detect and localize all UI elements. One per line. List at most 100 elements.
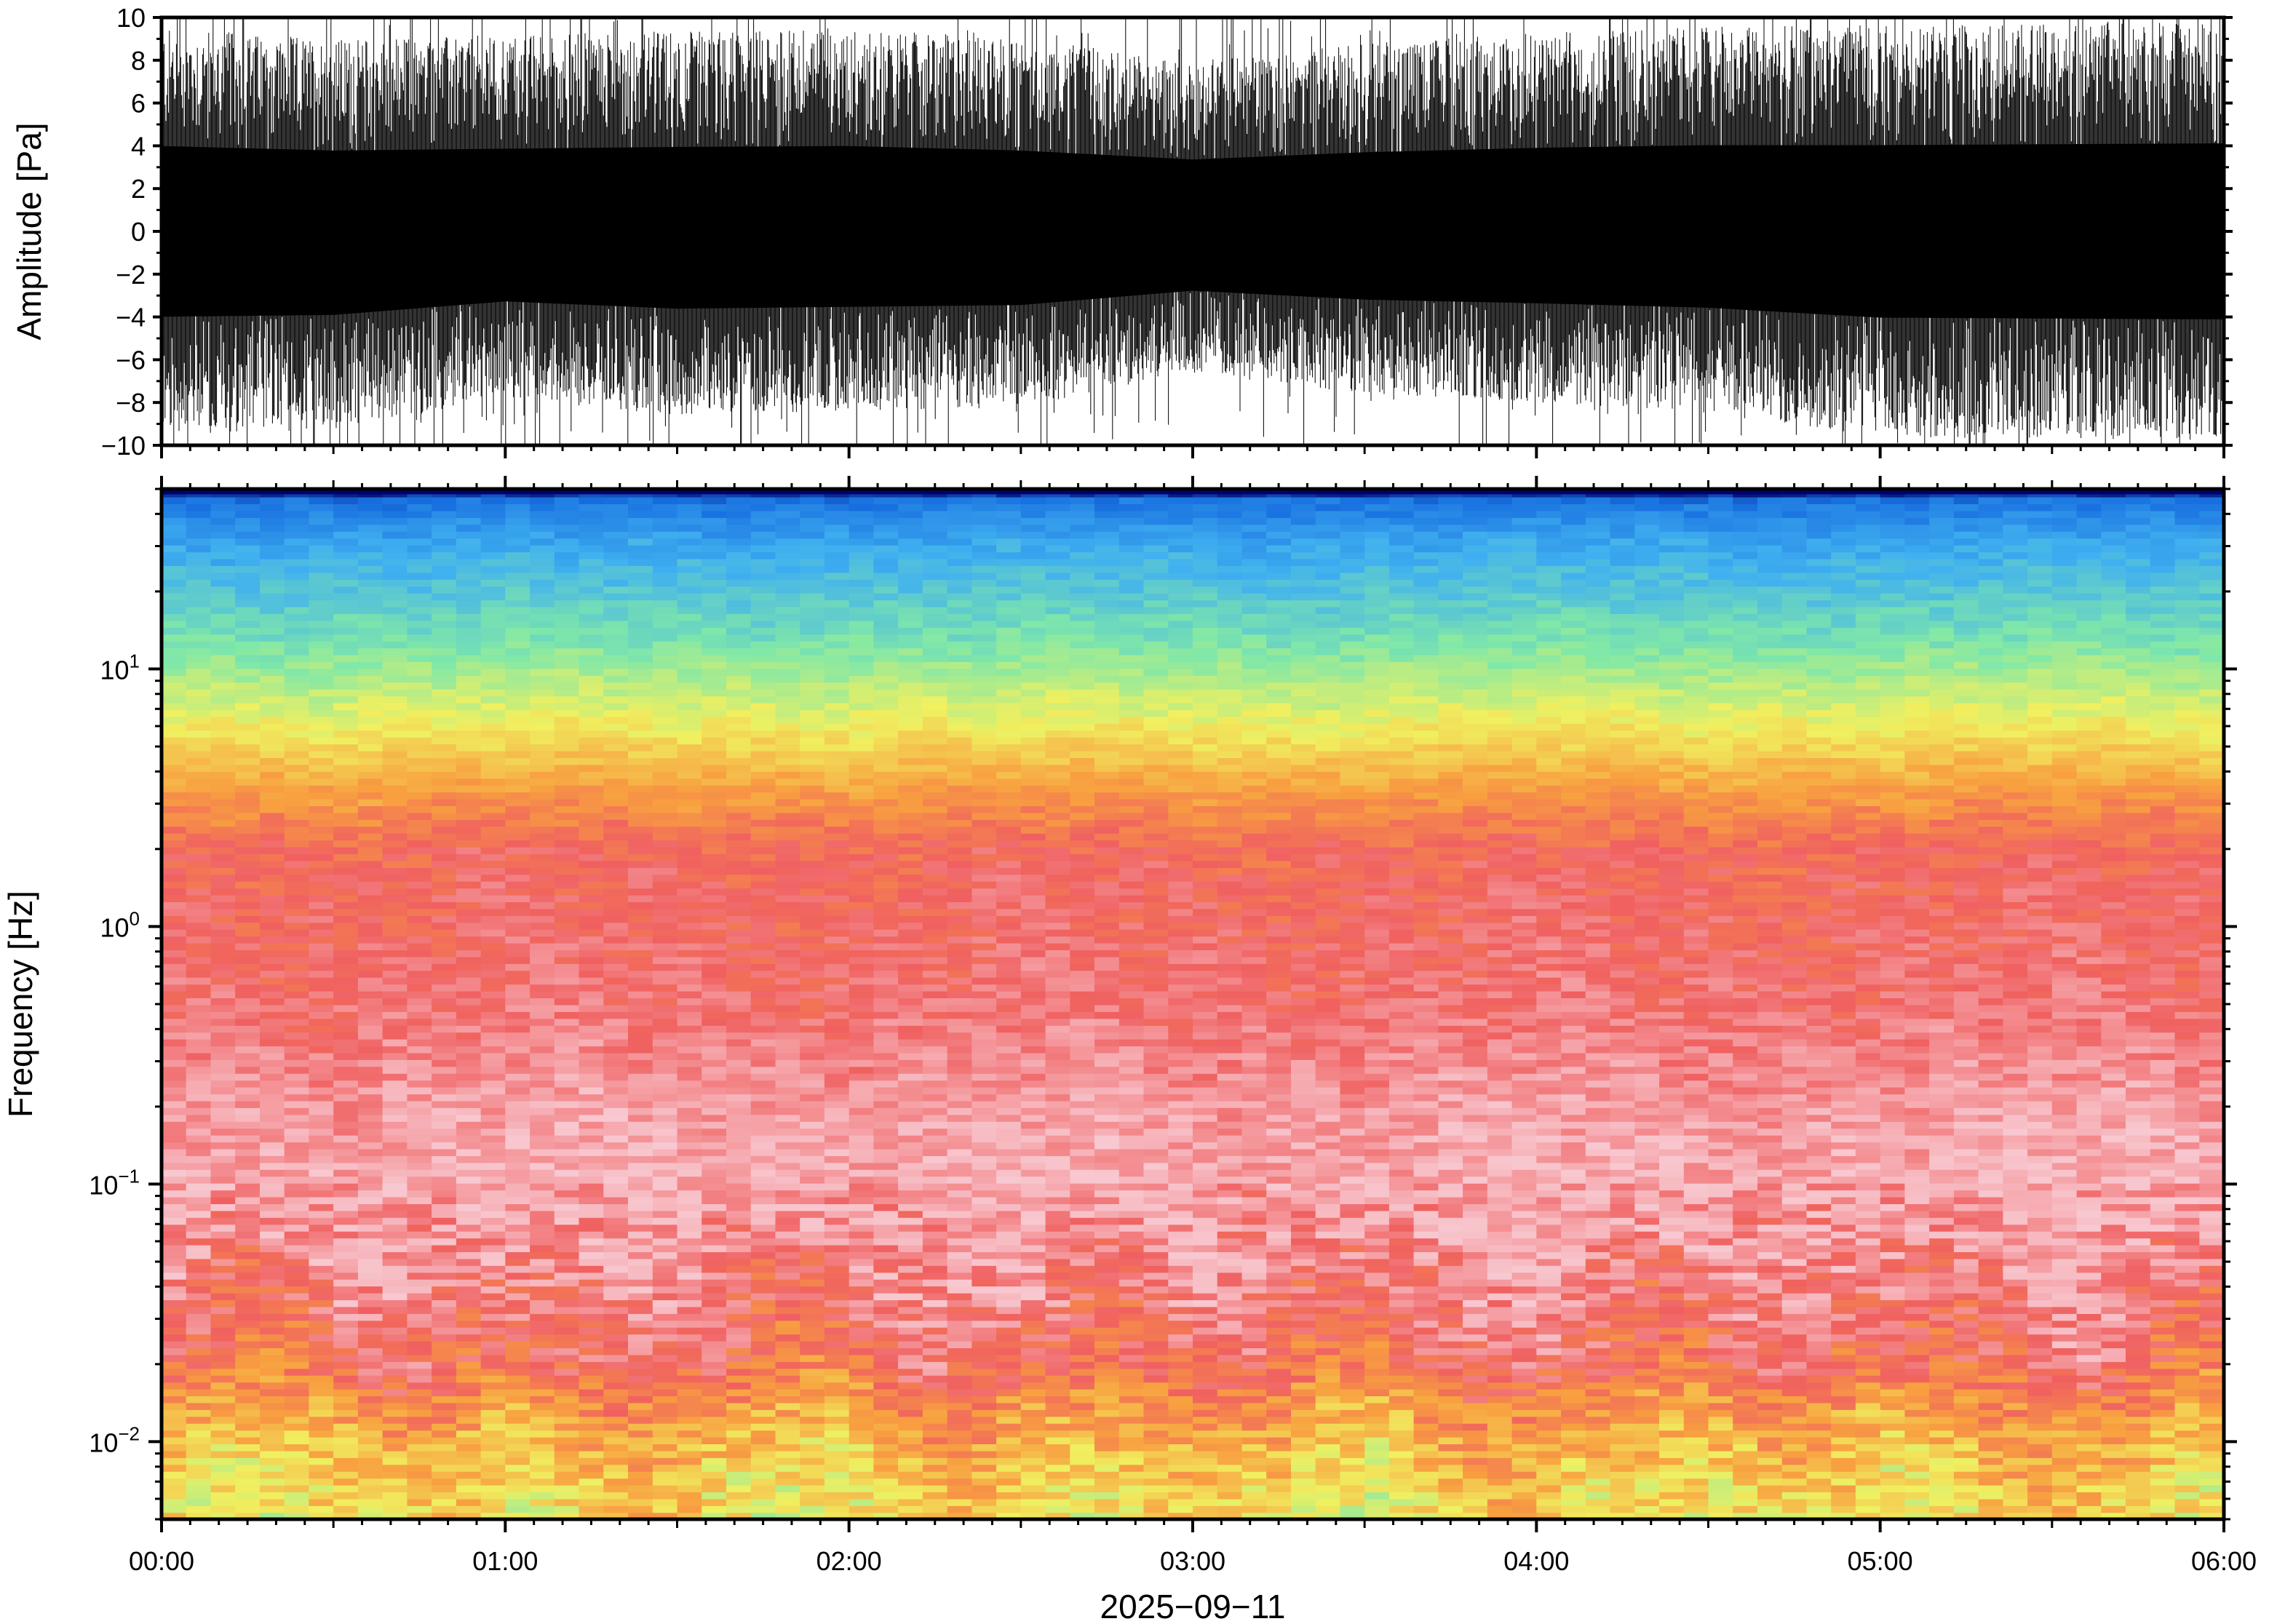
spectrogram-cell: [1118, 1430, 1145, 1438]
spectrogram-cell: [1118, 1416, 1145, 1424]
spectrogram-cell: [1143, 1505, 1169, 1513]
spectrogram-cell: [1634, 1464, 1660, 1472]
spectrogram-cell: [1291, 1368, 1316, 1376]
spectrogram-cell: [1315, 1278, 1341, 1287]
spectrogram-cell: [2027, 1320, 2053, 1328]
spectrogram-cell: [432, 1190, 457, 1198]
spectrogram-cell: [2076, 1134, 2102, 1143]
spectrogram-cell: [1585, 1409, 1611, 1417]
spectrogram-cell: [1463, 1430, 1488, 1438]
spectrogram-cell: [1929, 1162, 1955, 1170]
spectrogram-cell: [162, 1484, 187, 1492]
spectrogram-cell: [1217, 1210, 1243, 1218]
spectrogram-cell: [1388, 1190, 1415, 1198]
spectrogram-cell: [1487, 1169, 1513, 1177]
spectrogram-cell: [1855, 1155, 1881, 1163]
spectrogram-cell: [333, 1128, 359, 1136]
spectrogram-cell: [554, 1505, 580, 1513]
spectrogram-cell: [1118, 1258, 1145, 1266]
spectrogram-cell: [652, 1375, 678, 1383]
spectrogram-cell: [162, 1306, 187, 1314]
spectrogram-cell: [1561, 1512, 1586, 1519]
spectrogram-cell: [235, 1251, 261, 1259]
spectrogram-cell: [260, 1464, 285, 1472]
spectrogram-cell: [2150, 1278, 2176, 1287]
spectrogram-cell: [1094, 1368, 1120, 1376]
spectrogram-cell: [1413, 1320, 1439, 1328]
spectrogram-cell: [235, 1272, 261, 1280]
spectrogram-cell: [1659, 1306, 1685, 1314]
spectrogram-cell: [2199, 1450, 2224, 1458]
spectrogram-cell: [382, 1388, 408, 1396]
spectrogram-cell: [1020, 1382, 1046, 1390]
spectrogram-cell: [1904, 1444, 1930, 1452]
spectrogram-cell: [1880, 1409, 1906, 1417]
spectrogram-cell: [800, 1142, 825, 1150]
spectrogram-cell: [2101, 1388, 2126, 1396]
spectrogram-cell: [1831, 1348, 1856, 1356]
spectrogram-cell: [1045, 1416, 1071, 1424]
spectrogram-cell: [775, 1230, 800, 1239]
spectrogram-cell: [750, 1155, 776, 1163]
spectrogram-cell: [1193, 1272, 1218, 1280]
spectrogram-cell: [652, 1230, 678, 1239]
spectrogram-cell: [1045, 1340, 1071, 1348]
spectrogram-cell: [1070, 1251, 1095, 1259]
spectrogram-cell: [554, 1217, 580, 1225]
spectrogram-cell: [922, 1299, 948, 1307]
spectrogram-cell: [456, 1162, 482, 1170]
spectrogram-cell: [849, 1217, 875, 1225]
spectrogram-cell: [456, 1423, 482, 1431]
spectrogram-cell: [2076, 1203, 2102, 1211]
spectrogram-cell: [480, 1409, 506, 1417]
spectrogram-cell: [1315, 1444, 1341, 1452]
spectrogram-cell: [775, 1388, 800, 1396]
spectrogram-cell: [1953, 1313, 1979, 1321]
spectrogram-cell: [873, 1334, 899, 1342]
spectrogram-cell: [2126, 1450, 2151, 1458]
spectrogram-cell: [2101, 1396, 2126, 1404]
spectrogram-cell: [824, 1457, 850, 1465]
spectrogram-cell: [849, 1313, 875, 1321]
spectrogram-cell: [898, 1354, 923, 1362]
spectrogram-cell: [1511, 1430, 1538, 1438]
spectrogram-cell: [1340, 1368, 1365, 1376]
spectrogram-cell: [480, 1444, 506, 1452]
spectrogram-cell: [1831, 1230, 1856, 1239]
spectrogram-cell: [1241, 1148, 1267, 1156]
spectrogram-cell: [2126, 1375, 2151, 1383]
spectrogram-cell: [2126, 1368, 2151, 1376]
spectrogram-cell: [2051, 1396, 2078, 1404]
spectrogram-cell: [2003, 1210, 2028, 1218]
spectrogram-cell: [186, 1375, 212, 1383]
spectrogram-cell: [530, 1375, 555, 1383]
spectrogram-cell: [1511, 1121, 1538, 1129]
spectrogram-cell: [1487, 1196, 1513, 1204]
spectrogram-cell: [2199, 1388, 2224, 1396]
spectrogram-cell: [1020, 1505, 1046, 1513]
spectrogram-cell: [677, 1464, 702, 1472]
spectrogram-cell: [1855, 1299, 1881, 1307]
spectrogram-cell: [554, 1278, 580, 1287]
spectrogram-cell: [1806, 1436, 1832, 1444]
spectrogram-cell: [628, 1388, 653, 1396]
spectrogram-cell: [432, 1361, 457, 1369]
spectrogram-cell: [1094, 1155, 1120, 1163]
spectrogram-cell: [922, 1238, 948, 1246]
spectrogram-cell: [1757, 1251, 1783, 1259]
spectrogram-cell: [1217, 1278, 1243, 1287]
spectrogram-cell: [726, 1210, 752, 1218]
spectrogram-cell: [456, 1230, 482, 1239]
spectrogram-cell: [1364, 1210, 1390, 1218]
spectrogram-cell: [1217, 1238, 1243, 1246]
spectrogram-cell: [1904, 1162, 1930, 1170]
spectrogram-cell: [1659, 1457, 1685, 1465]
spectrogram-cell: [1217, 1217, 1243, 1225]
spectrogram-cell: [505, 1388, 531, 1396]
spectrogram-cell: [357, 1361, 384, 1369]
spectrogram-cell: [284, 1230, 310, 1239]
spectrogram-cell: [1193, 1251, 1218, 1259]
spectrogram-cell: [2199, 1492, 2224, 1500]
spectrogram-cell: [1438, 1498, 1463, 1506]
spectrogram-cell: [1929, 1492, 1955, 1500]
